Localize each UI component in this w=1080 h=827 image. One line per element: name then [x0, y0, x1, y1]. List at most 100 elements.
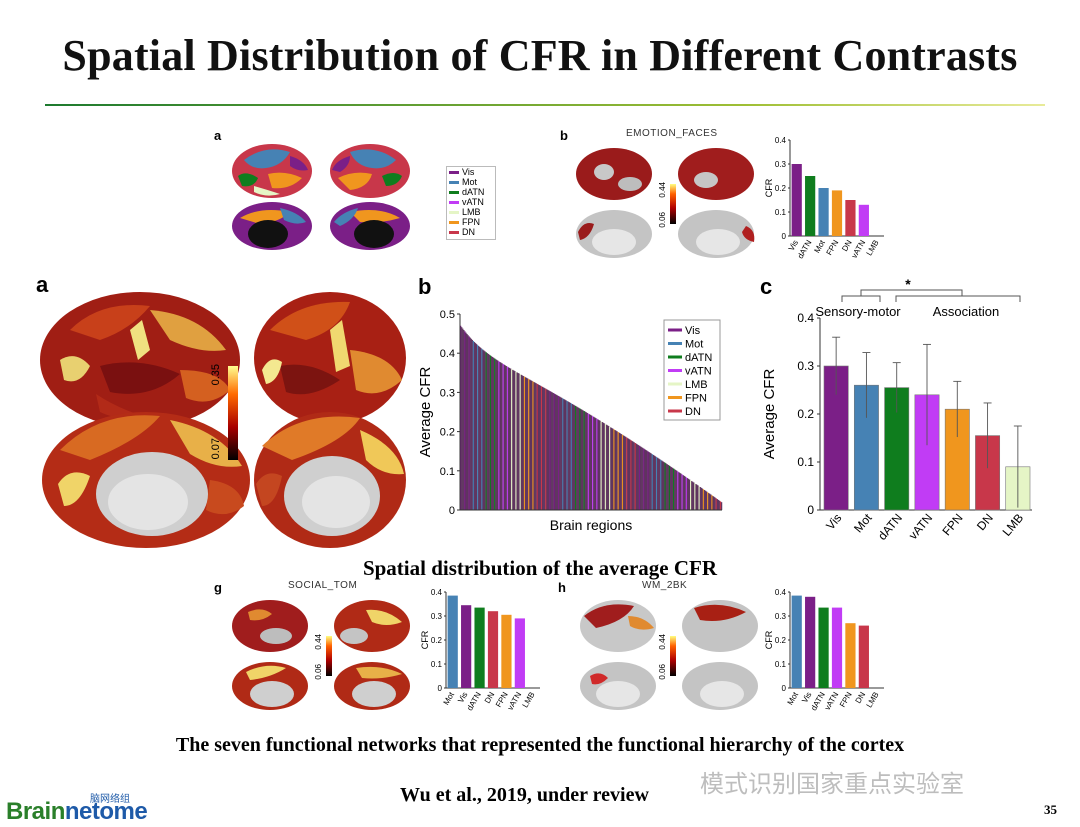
region-bar [491, 356, 494, 510]
region-bar [563, 399, 565, 510]
title-divider [45, 104, 1045, 106]
brain-medial-left [232, 202, 312, 250]
bar-DN [487, 611, 499, 688]
region-bar [664, 462, 666, 510]
bar-Vis [461, 605, 472, 688]
x-tick-label: vATN [850, 238, 868, 259]
region-bar [490, 356, 493, 510]
region-bar [496, 359, 498, 510]
region-bar [663, 462, 665, 510]
region-bar [701, 488, 704, 510]
region-bar [699, 487, 701, 510]
region-bar [667, 464, 669, 510]
region-bar [651, 454, 654, 510]
region-bar [499, 362, 501, 510]
region-bar [463, 329, 465, 510]
region-bar [698, 486, 700, 510]
region-bar [600, 421, 602, 510]
legend-label: Vis [685, 325, 701, 337]
region-bar [535, 383, 537, 510]
y-tick-label: 0 [807, 503, 814, 517]
region-bar [605, 424, 608, 510]
region-bar [461, 327, 463, 510]
region-bar [504, 365, 507, 510]
region-bar [470, 338, 472, 510]
legend-label: dATN [462, 187, 485, 197]
region-bar [500, 362, 502, 510]
region-bar [629, 439, 631, 510]
region-bar [518, 373, 520, 510]
region-bar [544, 388, 546, 510]
region-bar [635, 443, 638, 510]
region-bar [585, 412, 587, 510]
region-bar [478, 346, 480, 510]
y-tick-label: 0 [782, 684, 787, 693]
region-bars [460, 325, 723, 510]
region-bar [641, 447, 643, 510]
region-bar [707, 492, 709, 510]
region-bar [676, 470, 678, 510]
region-bar [582, 410, 584, 510]
x-tick-label: vATN [823, 690, 841, 711]
region-bar [685, 477, 688, 510]
y-axis-label: CFR [764, 178, 774, 197]
region-bar [627, 438, 629, 510]
y-tick-label: 0.2 [797, 407, 814, 421]
region-bar [709, 493, 711, 510]
region-bar [602, 422, 605, 510]
region-bar [659, 459, 661, 510]
region-bar [690, 480, 692, 510]
x-tick-label: FPN [838, 690, 854, 709]
region-bar [487, 353, 490, 510]
region-bar [473, 342, 476, 510]
panel-label: g [214, 580, 222, 595]
x-tick-label: Mot [786, 690, 801, 707]
region-bar [594, 417, 596, 510]
panel-label: b [560, 128, 568, 143]
region-bar [512, 369, 514, 510]
region-bar [691, 481, 693, 510]
legend-label: vATN [685, 366, 712, 378]
emotion-faces-brains [576, 148, 755, 258]
colorbar [326, 636, 332, 676]
y-tick-label: 0.2 [440, 427, 455, 439]
region-bar [588, 414, 591, 510]
region-bar [615, 430, 617, 510]
region-bar [601, 422, 603, 510]
region-bar [507, 367, 510, 510]
region-bar [720, 502, 723, 510]
bar-DN [858, 625, 869, 688]
region-bar [577, 407, 579, 510]
region-bar [591, 415, 593, 510]
region-bar [713, 496, 715, 510]
region-bar [598, 420, 600, 510]
region-bar [683, 475, 685, 510]
region-bar [561, 397, 563, 510]
legend-item: dATN [449, 187, 495, 197]
bar-Vis [791, 164, 802, 236]
legend-label: LMB [462, 207, 481, 217]
bar-DN [845, 200, 856, 236]
region-bar [530, 380, 532, 510]
bar-Mot [818, 188, 829, 236]
legend-label: Vis [462, 167, 475, 177]
group-label-association: Association [933, 304, 999, 319]
region-bar [475, 344, 478, 510]
brain-medial-left [42, 412, 250, 548]
legend-item: DN [449, 227, 495, 237]
region-bar [719, 501, 722, 510]
bar-dATN [474, 607, 485, 688]
region-bar [716, 499, 718, 510]
region-bar [668, 465, 671, 510]
region-bar [575, 405, 577, 510]
region-bar [654, 456, 657, 510]
region-bar [694, 483, 696, 510]
region-bar [692, 481, 694, 510]
region-bar [603, 423, 606, 510]
y-tick-label: 0.2 [431, 636, 443, 645]
region-bar [467, 335, 469, 510]
region-bar [614, 430, 616, 510]
y-tick-label: 0.1 [797, 455, 814, 469]
region-bar [710, 494, 712, 510]
region-bar [704, 490, 707, 510]
